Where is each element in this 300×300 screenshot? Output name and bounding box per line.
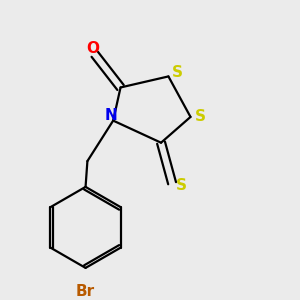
Text: O: O — [86, 41, 99, 56]
Text: N: N — [105, 108, 118, 123]
Text: S: S — [172, 65, 183, 80]
Text: S: S — [195, 110, 206, 124]
Text: S: S — [176, 178, 187, 193]
Text: Br: Br — [76, 284, 95, 299]
